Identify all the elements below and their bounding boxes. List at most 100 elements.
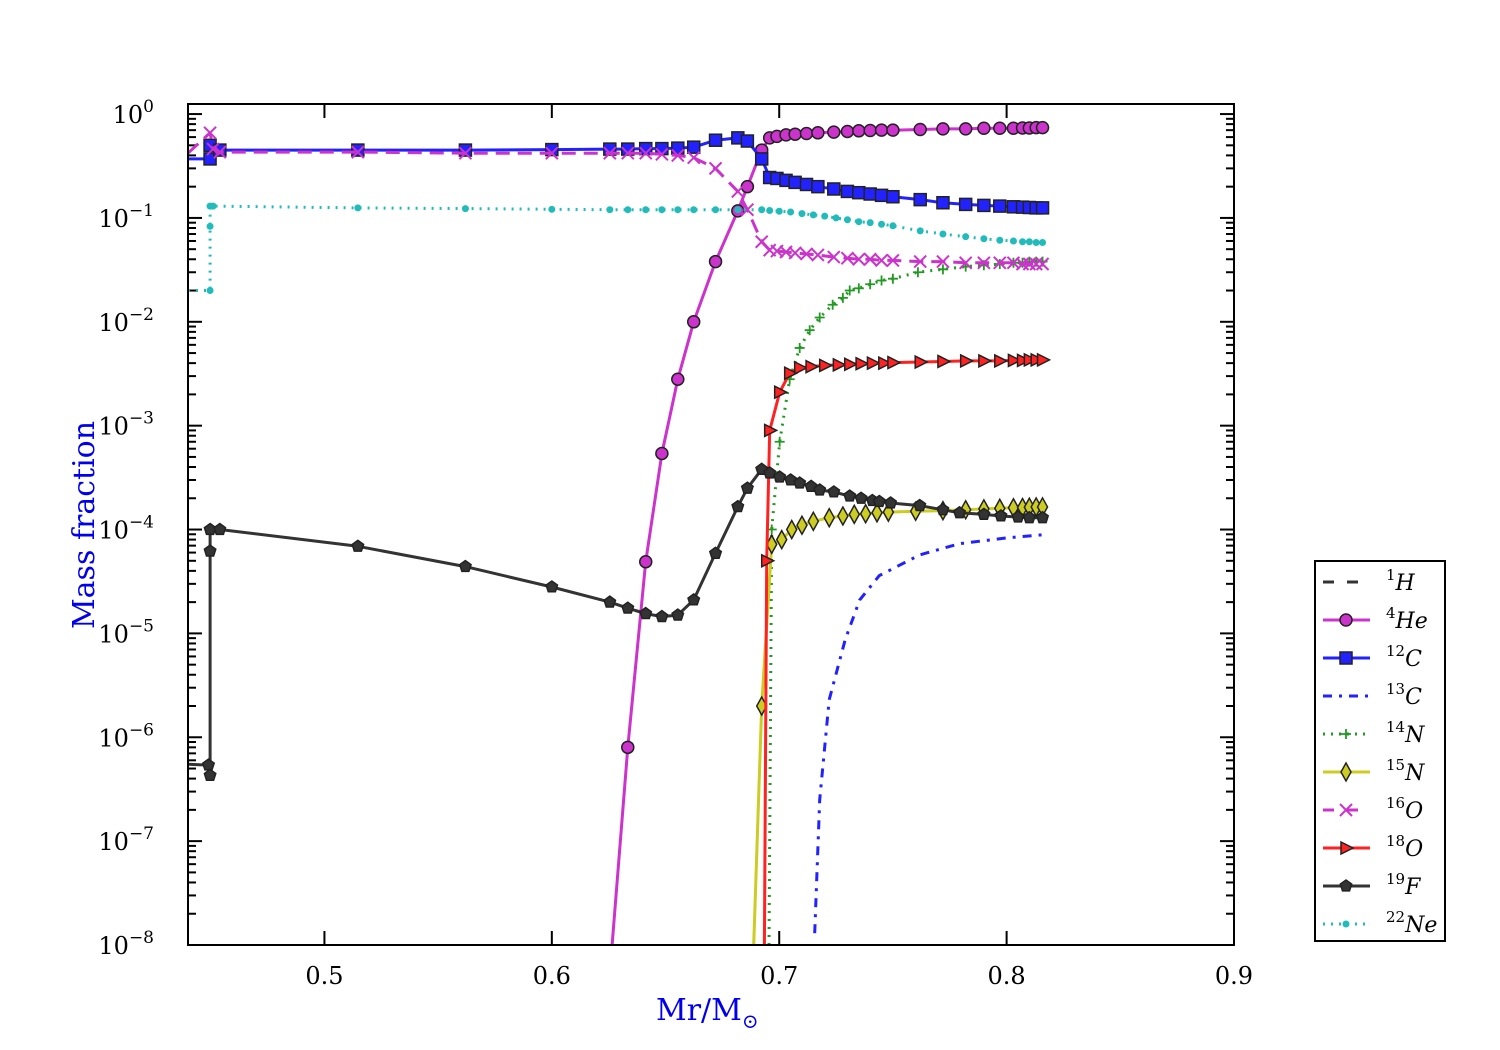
legend-mass-number: 22 [1386,908,1405,926]
series-4He [610,120,1050,945]
data-point-22Ne [809,211,817,219]
y-tick-label: 10−2 [98,305,154,337]
series-22Ne [188,202,1047,295]
data-point-4He [827,125,841,139]
legend-marker [1340,840,1355,856]
data-point-16O [811,248,825,262]
data-point-16O [458,146,473,160]
data-point-19F [843,489,857,502]
data-point-22Ne [712,206,720,214]
data-point-22Ne [866,219,874,227]
data-point-14N [837,292,848,303]
y-tick-label: 10−1 [98,201,154,233]
y-tick-label: 10−8 [98,928,154,960]
legend-mass-number: 12 [1386,642,1405,660]
data-point-16O [936,254,950,269]
y-tick-exponent: −4 [129,513,154,533]
data-point-4He [886,123,900,137]
data-point-15N [796,514,808,536]
series-line-22Ne [188,204,1043,292]
axis-ticks [188,104,1235,946]
data-point-18O [866,355,882,371]
data-point-4He [874,123,889,137]
data-point-18O [773,384,789,400]
legend-mass-number: 1 [1386,566,1396,584]
series-layer [188,120,1052,945]
data-point-18O [1023,352,1039,368]
data-point-15N [785,518,798,541]
data-point-16O [206,142,220,156]
y-tick-exponent: −8 [129,928,154,948]
data-point-14N [853,283,864,294]
x-tick-label: 0.9 [1215,962,1253,990]
y-tick-label: 100 [113,97,154,129]
data-point-16O [1035,257,1050,271]
data-point-18O [994,353,1009,369]
y-tick-exponent: −6 [129,720,154,740]
data-point-12C [977,198,991,213]
legend-entry-1H: 1H [1323,566,1416,596]
data-point-16O [545,146,559,160]
data-point-19F [203,768,217,781]
data-point-19F [731,499,745,513]
data-point-18O [783,365,799,381]
legend-box [1314,560,1446,942]
data-point-16O [1029,257,1043,271]
legend-mass-number: 19 [1386,870,1405,888]
legend-element: N [1404,723,1425,748]
y-tick-label: 10−7 [98,824,154,856]
legend-element: H [1395,571,1416,596]
data-point-4He [799,126,814,141]
data-point-19F [603,595,617,608]
data-point-15N [848,503,861,525]
data-point-18O [878,355,893,371]
data-point-22Ne [855,218,863,226]
series-16O [188,126,1050,271]
data-point-18O [805,359,820,374]
x-tick-label: 0.6 [533,962,571,990]
y-tick-exponent: −3 [129,409,154,429]
legend-mass-number: 4 [1386,604,1396,622]
data-point-22Ne [916,227,924,235]
data-point-4He [655,446,669,461]
data-point-19F [458,559,472,573]
legend-label: 13C [1386,680,1422,710]
data-point-22Ne [787,208,795,216]
data-point-16O [863,252,877,266]
series-line-14N [767,260,1043,945]
data-point-22Ne [832,214,840,222]
legend-label: 18O [1386,832,1423,862]
data-point-4He [638,554,653,569]
legend-mass-number: 15 [1386,756,1405,774]
data-point-4He [936,122,950,136]
y-axis-title: Mass fraction [67,421,102,629]
data-point-4He [811,126,825,140]
data-point-16O [993,256,1007,270]
legend-mass-number: 14 [1386,718,1405,736]
y-tick-exponent: −5 [129,616,154,636]
data-point-22Ne [624,206,632,214]
data-point-22Ne [206,222,214,230]
legend-element: O [1405,837,1423,862]
legend-marker [1341,729,1351,739]
legend-mass-number: 13 [1386,680,1405,698]
data-point-18O [887,355,902,370]
data-point-22Ne [775,207,783,215]
data-point-16O [621,146,635,160]
data-point-22Ne [606,206,614,214]
data-point-16O [203,126,217,140]
data-point-14N [876,275,887,286]
data-point-19F [621,601,635,614]
data-point-22Ne [1039,239,1047,247]
data-point-19F [813,483,827,496]
legend-entry-4He: 4He [1323,604,1428,634]
data-point-19F [639,606,653,620]
y-tick-base: 10 [113,101,144,129]
data-point-16O [708,161,723,176]
legend-label: 19F [1386,870,1421,900]
data-point-16O [913,254,927,269]
legend-element: Ne [1404,913,1437,938]
legend-label: 1H [1386,566,1416,596]
legend-element: F [1404,875,1421,900]
data-point-4He [686,315,701,329]
